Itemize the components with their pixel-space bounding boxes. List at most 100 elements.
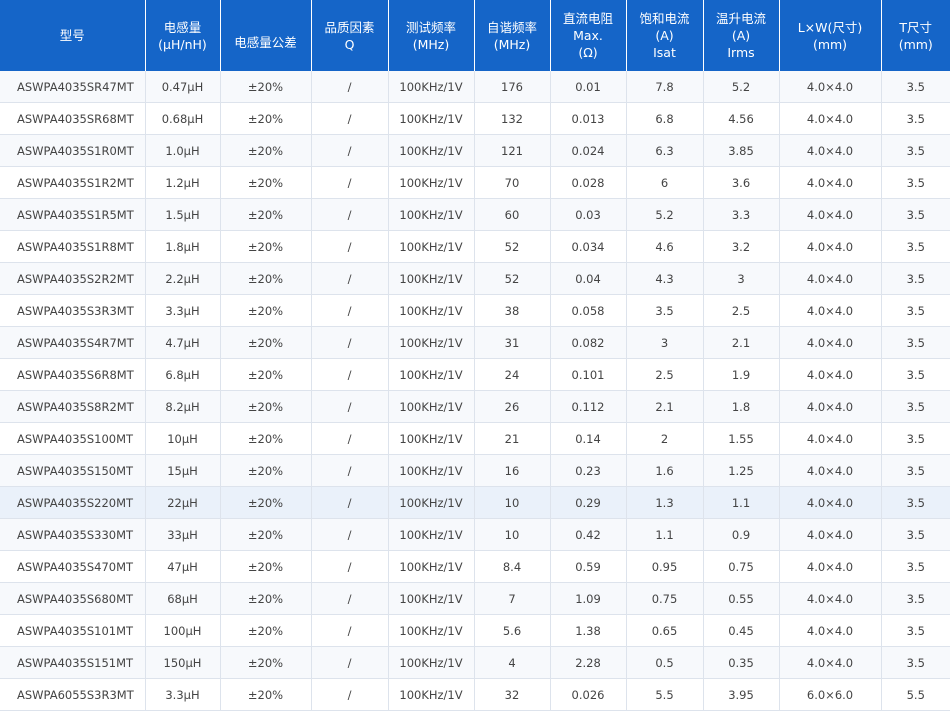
cell-test-frequency: 100KHz/1V xyxy=(387,134,474,167)
header-line: (MHz) xyxy=(412,36,450,52)
cell-dcr: 0.013 xyxy=(549,102,626,135)
cell-t-size: 3.5 xyxy=(880,550,950,583)
cell-isat: 5.2 xyxy=(625,198,703,231)
cell-irms: 3 xyxy=(702,262,779,295)
cell-dcr: 2.28 xyxy=(549,646,626,679)
table-row: ASWPA4035S1R5MT 1.5μH ±20%/100KHz/1V 60 0.03… xyxy=(0,198,950,231)
table-row: ASWPA4035S1R2MT 1.2μH ±20%/100KHz/1V 70 0.02… xyxy=(0,166,950,199)
col-header-inductance: 电感量 (μH/nH) xyxy=(144,0,220,71)
header-line: 品质因素 xyxy=(324,19,375,35)
cell-irms: 1.9 xyxy=(702,358,779,391)
header-line: 型号 xyxy=(59,28,85,43)
cell-isat: 2.1 xyxy=(625,390,703,423)
cell-test-frequency: 100KHz/1V xyxy=(387,390,474,423)
cell-isat: 7.8 xyxy=(625,71,703,103)
cell-lxw-size: 4.0×4.0 xyxy=(778,102,881,135)
cell-q-factor: / xyxy=(310,294,388,327)
cell-srf: 52 xyxy=(473,230,550,263)
header-line: (mm) xyxy=(812,36,848,52)
cell-lxw-size: 4.0×4.0 xyxy=(778,550,881,583)
cell-dcr: 0.59 xyxy=(549,550,626,583)
header-line: Q xyxy=(344,36,355,52)
cell-t-size: 3.5 xyxy=(880,454,950,487)
cell-lxw-size: 4.0×4.0 xyxy=(778,71,881,103)
cell-lxw-size: 4.0×4.0 xyxy=(778,294,881,327)
cell-dcr: 0.028 xyxy=(549,166,626,199)
cell-dcr: 0.112 xyxy=(549,390,626,423)
cell-tolerance: ±20% xyxy=(219,71,311,103)
cell-t-size: 3.5 xyxy=(880,518,950,551)
cell-irms: 3.85 xyxy=(702,134,779,167)
cell-dcr: 0.034 xyxy=(549,230,626,263)
cell-srf: 10 xyxy=(473,518,550,551)
cell-inductance: 47μH xyxy=(144,550,220,583)
cell-model: ASWPA4035S3R3MT xyxy=(0,294,145,327)
cell-srf: 31 xyxy=(473,326,550,359)
cell-tolerance: ±20% xyxy=(219,166,311,199)
header-line: (A) xyxy=(731,28,751,43)
cell-isat: 0.95 xyxy=(625,550,703,583)
header-line: 饱和电流 xyxy=(639,11,690,26)
cell-model: ASWPA4035S4R7MT xyxy=(0,326,145,359)
col-header-test-frequency: 测试频率 (MHz) xyxy=(387,0,474,71)
table-row: ASWPA4035S220MT 22μH ±20%/100KHz/1V 10 0.29 1… xyxy=(0,486,950,519)
cell-irms: 1.25 xyxy=(702,454,779,487)
cell-lxw-size: 4.0×4.0 xyxy=(778,486,881,519)
cell-irms: 0.35 xyxy=(702,646,779,679)
cell-irms: 4.56 xyxy=(702,102,779,135)
cell-model: ASWPA4035S151MT xyxy=(0,646,145,679)
cell-lxw-size: 4.0×4.0 xyxy=(778,358,881,391)
header-line: 自谐频率 xyxy=(486,19,537,35)
cell-q-factor: / xyxy=(310,134,388,167)
cell-dcr: 0.14 xyxy=(549,422,626,455)
cell-srf: 32 xyxy=(473,678,550,711)
cell-model: ASWPA6055S3R3MT xyxy=(0,678,145,711)
cell-test-frequency: 100KHz/1V xyxy=(387,422,474,455)
table-row: ASWPA4035S8R2MT 8.2μH ±20%/100KHz/1V 26 0.11… xyxy=(0,390,950,423)
cell-model: ASWPA4035S470MT xyxy=(0,550,145,583)
col-header-tolerance: 电感量公差 xyxy=(219,0,311,71)
col-header-dcr: 直流电阻 Max. (Ω) xyxy=(549,0,626,71)
cell-model: ASWPA4035S100MT xyxy=(0,422,145,455)
cell-test-frequency: 100KHz/1V xyxy=(387,614,474,647)
cell-tolerance: ±20% xyxy=(219,102,311,135)
cell-irms: 1.1 xyxy=(702,486,779,519)
cell-srf: 52 xyxy=(473,262,550,295)
table-row: ASWPA4035S2R2MT 2.2μH ±20%/100KHz/1V 52 0.04… xyxy=(0,262,950,295)
cell-isat: 6.3 xyxy=(625,134,703,167)
table-row: ASWPA4035S4R7MT 4.7μH ±20%/100KHz/1V 31 0.08… xyxy=(0,326,950,359)
cell-tolerance: ±20% xyxy=(219,326,311,359)
cell-inductance: 100μH xyxy=(144,614,220,647)
cell-q-factor: / xyxy=(310,166,388,199)
cell-test-frequency: 100KHz/1V xyxy=(387,294,474,327)
cell-inductance: 1.5μH xyxy=(144,198,220,231)
cell-inductance: 3.3μH xyxy=(144,294,220,327)
cell-t-size: 3.5 xyxy=(880,102,950,135)
cell-inductance: 8.2μH xyxy=(144,390,220,423)
cell-t-size: 3.5 xyxy=(880,71,950,103)
cell-t-size: 5.5 xyxy=(880,678,950,711)
cell-dcr: 0.082 xyxy=(549,326,626,359)
cell-model: ASWPA4035S6R8MT xyxy=(0,358,145,391)
cell-inductance: 15μH xyxy=(144,454,220,487)
cell-dcr: 0.29 xyxy=(549,486,626,519)
cell-isat: 4.3 xyxy=(625,262,703,295)
cell-isat: 3 xyxy=(625,326,703,359)
col-header-model: 型号 xyxy=(0,0,145,71)
cell-tolerance: ±20% xyxy=(219,230,311,263)
header-line: 电感量公差 xyxy=(234,35,297,50)
cell-model: ASWPA4035S1R2MT xyxy=(0,166,145,199)
header-line: (MHz) xyxy=(493,36,531,52)
cell-dcr: 0.024 xyxy=(549,134,626,167)
cell-model: ASWPA4035S2R2MT xyxy=(0,262,145,295)
cell-srf: 26 xyxy=(473,390,550,423)
cell-model: ASWPA4035S1R8MT xyxy=(0,230,145,263)
cell-isat: 2.5 xyxy=(625,358,703,391)
header-line: 测试频率 xyxy=(405,19,456,35)
cell-lxw-size: 4.0×4.0 xyxy=(778,134,881,167)
cell-q-factor: / xyxy=(310,422,388,455)
cell-q-factor: / xyxy=(310,454,388,487)
cell-model: ASWPA4035S220MT xyxy=(0,486,145,519)
cell-irms: 0.45 xyxy=(702,614,779,647)
